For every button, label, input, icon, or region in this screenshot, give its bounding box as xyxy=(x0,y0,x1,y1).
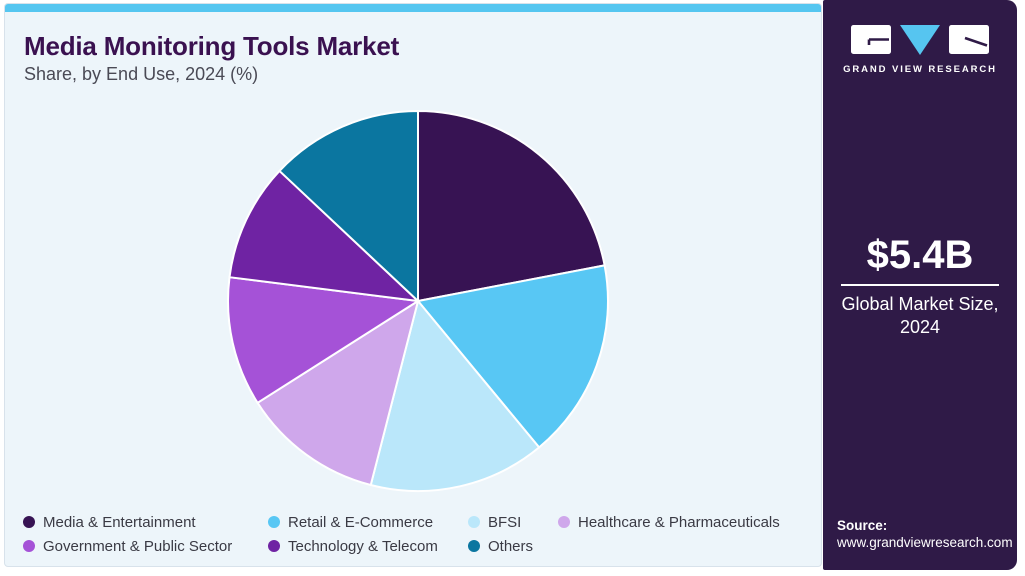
brand-sidebar: GRAND VIEW RESEARCH $5.4B Global Market … xyxy=(823,0,1017,570)
legend-row: Government & Public Sector Technology & T… xyxy=(23,534,813,558)
market-size-value: $5.4B xyxy=(866,233,974,277)
grand-view-research-logo-icon xyxy=(851,25,989,55)
source-label: Source: xyxy=(837,518,888,533)
legend-item-healthcare-pharmaceuticals: Healthcare & Pharmaceuticals xyxy=(558,514,813,531)
pie-chart xyxy=(227,110,609,492)
legend-item-media-entertainment: Media & Entertainment xyxy=(23,514,268,531)
pie-slice-others xyxy=(278,110,419,302)
legend-label: BFSI xyxy=(488,513,522,531)
market-size-caption: Global Market Size, 2024 xyxy=(841,294,999,338)
legend-item-retail-e-commerce: Retail & E-Commerce xyxy=(268,514,468,531)
legend-color-dot xyxy=(558,516,570,528)
legend-row: Media & Entertainment Retail & E-Commerce… xyxy=(23,510,813,534)
legend-label: Government & Public Sector xyxy=(43,537,233,555)
legend-color-dot xyxy=(23,516,35,528)
legend-color-dot xyxy=(268,540,280,552)
legend-item-others: Others xyxy=(468,538,558,555)
pie-slice-retail-e-commerce xyxy=(417,264,609,449)
accent-top-bar xyxy=(5,4,821,12)
market-size-block: $5.4B Global Market Size, 2024 xyxy=(836,235,1004,340)
pie-slice-healthcare-pharmaceuticals xyxy=(256,300,419,487)
chart-title: Media Monitoring Tools Market xyxy=(24,31,400,61)
market-size-divider xyxy=(841,284,999,286)
legend-color-dot xyxy=(23,540,35,552)
source-block: Source: www.grandviewresearch.com xyxy=(823,518,1013,550)
legend-color-dot xyxy=(468,540,480,552)
legend-item-technology-telecom: Technology & Telecom xyxy=(268,538,468,555)
legend-label: Others xyxy=(488,537,534,555)
chart-legend: Media & Entertainment Retail & E-Commerce… xyxy=(23,510,813,558)
pie-slice-media-entertainment xyxy=(417,110,606,302)
legend-label: Retail & E-Commerce xyxy=(288,513,434,531)
brand-name: GRAND VIEW RESEARCH xyxy=(843,64,997,75)
legend-item-government-public-sector: Government & Public Sector xyxy=(23,538,268,555)
chart-card: Media Monitoring Tools Market Share, by … xyxy=(4,3,822,567)
pie-slice-technology-telecom xyxy=(228,169,419,302)
legend-label: Media & Entertainment xyxy=(43,513,196,531)
pie-slice-bfsi xyxy=(369,300,541,492)
card-header: Media Monitoring Tools Market Share, by … xyxy=(5,12,821,85)
legend-color-dot xyxy=(268,516,280,528)
source-url: www.grandviewresearch.com xyxy=(837,535,1013,550)
legend-label: Technology & Telecom xyxy=(288,537,438,555)
legend-label: Healthcare & Pharmaceuticals xyxy=(578,513,780,531)
chart-subtitle: Share, by End Use, 2024 (%) xyxy=(24,63,259,84)
pie-slice-government-public-sector xyxy=(227,276,419,404)
legend-item-bfsi: BFSI xyxy=(468,514,558,531)
legend-color-dot xyxy=(468,516,480,528)
